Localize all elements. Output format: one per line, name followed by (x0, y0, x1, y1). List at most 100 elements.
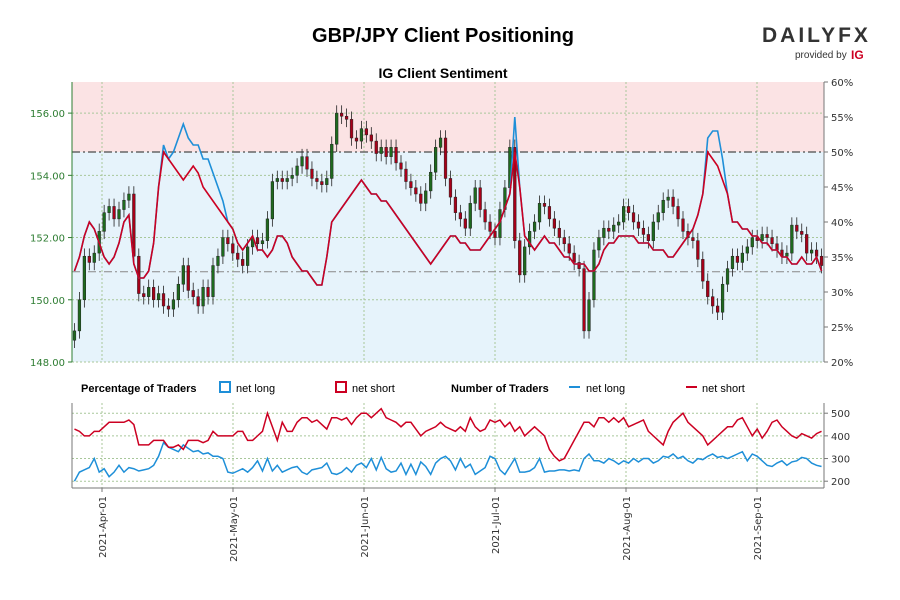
candle-body (810, 249, 814, 254)
candle-body (379, 147, 383, 154)
candle-body (785, 252, 789, 257)
candle-body (404, 168, 408, 182)
candle-body (335, 112, 339, 145)
candle-body (285, 178, 289, 182)
candle-body (651, 221, 655, 241)
candle-body (330, 143, 334, 179)
legend-num-short-text: net short (702, 383, 745, 395)
legend-number-label: Number of Traders (451, 383, 549, 395)
candle-body (186, 265, 190, 291)
candle-body (453, 196, 458, 213)
legend-percentage-label: Percentage of Traders (81, 383, 197, 395)
candle-body (221, 237, 225, 257)
candle-body (814, 249, 819, 257)
candle-body (340, 112, 344, 117)
candle-body (562, 237, 566, 245)
right-tick-label: 25% (831, 323, 853, 334)
count-tick-label: 400 (831, 432, 850, 443)
candle-body (419, 193, 423, 204)
candle-body (473, 187, 477, 204)
candle-body (641, 227, 646, 235)
candle-body (607, 227, 611, 232)
x-tick-label: 2021-Aug-01 (622, 496, 633, 561)
candle-body (602, 227, 606, 238)
candle-body (414, 187, 418, 195)
provided-by-text: provided by (795, 50, 847, 61)
candle-body (265, 218, 270, 241)
candle-body (92, 252, 96, 263)
x-tick-label: 2021-May-01 (229, 496, 240, 562)
candle-body (582, 268, 586, 332)
candle-body (290, 175, 294, 179)
candle-body (795, 224, 799, 232)
candle-body (82, 255, 86, 301)
candle-body (537, 203, 542, 223)
date-axis: 2021-Apr-01 2021-May-01 2021-Jun-01 2021-Ju… (72, 487, 824, 562)
dailyfx-logo: DAILYFX (762, 24, 871, 47)
candle-body (147, 287, 151, 297)
chart-title: GBP/JPY Client Positioning (312, 25, 574, 47)
candle-body (280, 178, 284, 182)
candle-body (211, 265, 215, 297)
candle-body (552, 218, 556, 229)
candle-body (626, 206, 631, 213)
candle-body (612, 224, 616, 232)
candle-body (463, 218, 467, 229)
candle-body (488, 221, 492, 232)
candle-body (592, 249, 596, 301)
candle-body (399, 162, 403, 170)
candle-body (518, 240, 522, 276)
candle-body (805, 234, 809, 254)
candle-body (587, 299, 591, 332)
trader-count-panel: 200 300 400 500 (71, 403, 850, 488)
x-tick-label: 2021-Jun-01 (360, 496, 371, 558)
legend: Percentage of Traders net long net short… (81, 381, 745, 395)
candle-body (523, 246, 527, 276)
candle-body (354, 137, 359, 142)
candle-body (656, 212, 660, 223)
candle-body (646, 234, 650, 241)
net-long-count-line (73, 441, 822, 482)
candle-body (270, 181, 274, 220)
candle-body (241, 259, 245, 266)
candle-body (364, 128, 368, 136)
candle-body (255, 237, 260, 245)
candle-body (384, 147, 388, 157)
count-tick-label: 500 (831, 409, 850, 420)
candle-body (750, 237, 754, 248)
candle-body (547, 206, 552, 220)
candle-body (166, 305, 171, 310)
candle-body (711, 296, 715, 307)
candle-body (572, 252, 576, 263)
candle-body (320, 181, 324, 185)
right-tick-label: 20% (831, 358, 853, 369)
net-short-percent-line (73, 149, 823, 286)
right-tick-label: 55% (831, 113, 853, 124)
candle-body (122, 199, 126, 210)
candle-body (617, 221, 621, 226)
right-tick-label: 30% (831, 288, 853, 299)
candle-body (716, 305, 720, 313)
right-tick-label: 50% (831, 148, 853, 159)
count-panel-background (72, 403, 824, 488)
candle-body (344, 115, 349, 120)
price-sentiment-panel: 148.00 150.00 152.00 154.00 156.00 20% 25% 30% 3… (30, 78, 853, 369)
right-tick-label: 40% (831, 218, 853, 229)
legend-pct-short-text: net short (352, 383, 395, 395)
legend-pct-short-swatch (335, 381, 347, 393)
candle-body (775, 243, 779, 251)
candle-body (196, 296, 200, 307)
candle-body (236, 252, 240, 260)
candle-body (409, 181, 413, 189)
candle-body (349, 119, 354, 139)
candle-body (176, 283, 180, 301)
candle-body (448, 178, 453, 198)
candle-body (216, 255, 220, 266)
chart-subtitle: IG Client Sentiment (378, 65, 507, 81)
candle-body (691, 237, 695, 241)
left-tick-label: 154.00 (30, 171, 65, 182)
legend-num-long-text: net long (586, 383, 625, 395)
candle-body (389, 147, 393, 157)
candle-body (720, 283, 725, 313)
